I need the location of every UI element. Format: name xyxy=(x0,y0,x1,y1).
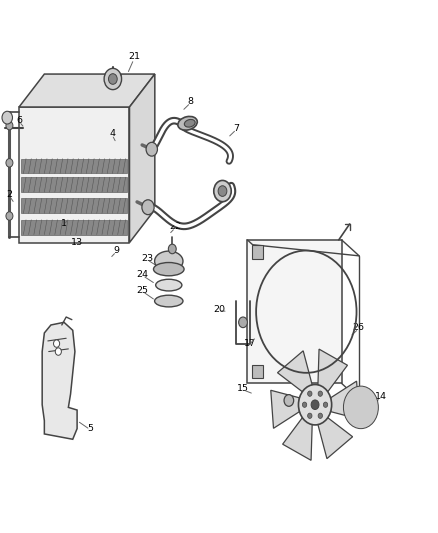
Circle shape xyxy=(318,413,322,418)
Text: 9: 9 xyxy=(113,246,120,255)
Polygon shape xyxy=(21,198,127,213)
Polygon shape xyxy=(278,351,312,392)
Text: 24: 24 xyxy=(137,270,148,279)
Ellipse shape xyxy=(178,116,197,130)
Polygon shape xyxy=(318,418,353,458)
Circle shape xyxy=(307,413,312,418)
Text: 6: 6 xyxy=(16,116,22,125)
Polygon shape xyxy=(42,322,77,439)
Circle shape xyxy=(298,384,332,425)
Text: 5: 5 xyxy=(87,424,93,433)
Polygon shape xyxy=(318,349,347,392)
Circle shape xyxy=(2,111,12,124)
Circle shape xyxy=(142,200,154,215)
Text: 2: 2 xyxy=(7,190,12,199)
Ellipse shape xyxy=(184,119,195,127)
Text: 21: 21 xyxy=(128,52,140,61)
Text: 4: 4 xyxy=(109,129,115,138)
Text: 26: 26 xyxy=(353,323,365,332)
Text: 17: 17 xyxy=(244,339,255,348)
Polygon shape xyxy=(21,159,127,173)
Polygon shape xyxy=(130,74,155,243)
Polygon shape xyxy=(283,418,312,461)
Circle shape xyxy=(318,391,322,397)
Text: 15: 15 xyxy=(237,384,249,393)
Ellipse shape xyxy=(155,251,183,271)
Circle shape xyxy=(55,348,61,356)
Text: 22: 22 xyxy=(170,222,181,231)
Circle shape xyxy=(109,74,117,84)
Circle shape xyxy=(6,159,13,167)
Polygon shape xyxy=(19,107,130,243)
Polygon shape xyxy=(247,240,342,383)
Circle shape xyxy=(307,391,312,397)
Circle shape xyxy=(104,68,122,90)
Polygon shape xyxy=(252,245,263,259)
Circle shape xyxy=(311,400,319,409)
Ellipse shape xyxy=(153,263,184,276)
Circle shape xyxy=(239,317,247,328)
Circle shape xyxy=(354,399,368,416)
Ellipse shape xyxy=(155,279,182,291)
Text: 7: 7 xyxy=(233,124,240,133)
Circle shape xyxy=(349,392,373,422)
Circle shape xyxy=(53,340,60,348)
Polygon shape xyxy=(271,390,300,429)
Polygon shape xyxy=(252,365,263,378)
Text: 20: 20 xyxy=(213,304,225,313)
Polygon shape xyxy=(21,220,127,235)
Text: 23: 23 xyxy=(141,254,153,263)
Text: 8: 8 xyxy=(187,97,194,106)
Circle shape xyxy=(343,386,378,429)
Text: 14: 14 xyxy=(374,392,387,401)
Polygon shape xyxy=(331,381,359,419)
Circle shape xyxy=(6,212,13,220)
Ellipse shape xyxy=(155,295,183,307)
Text: 1: 1 xyxy=(61,220,67,229)
Circle shape xyxy=(358,403,364,411)
Circle shape xyxy=(168,244,176,254)
Polygon shape xyxy=(19,74,155,107)
Circle shape xyxy=(146,142,157,156)
Circle shape xyxy=(218,185,227,196)
Circle shape xyxy=(284,394,293,406)
Text: 25: 25 xyxy=(137,286,148,295)
Circle shape xyxy=(6,122,13,130)
Polygon shape xyxy=(21,177,127,192)
Circle shape xyxy=(323,402,328,407)
Text: 13: 13 xyxy=(71,238,83,247)
Circle shape xyxy=(214,181,231,201)
Circle shape xyxy=(302,402,307,407)
